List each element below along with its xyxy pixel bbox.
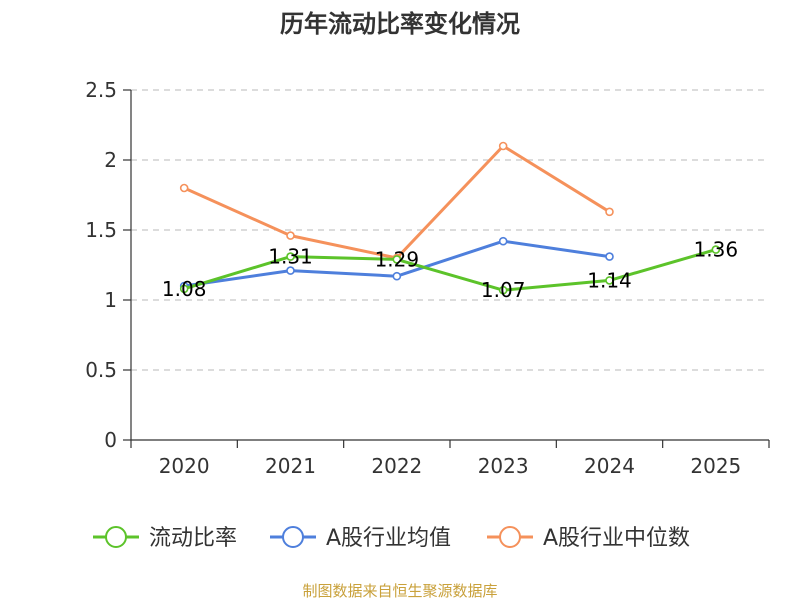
data-point [498,285,508,295]
x-axis-ticks: 2020 2021 2022 2023 2024 2025 [130,440,770,478]
data-labels: 1.08 1.31 1.29 1.07 1.14 1.36 [162,238,738,303]
y-tick-label: 0 [104,428,117,452]
source-note: 制图数据来自恒生聚源数据库 [302,582,497,600]
chart-title: 历年流动比率变化情况 [280,10,520,38]
data-label: 1.14 [587,268,632,292]
data-point [392,271,402,281]
x-tick-label: 2024 [584,454,635,478]
y-tick-label: 0.5 [85,358,117,382]
data-point [605,252,614,261]
grid-lines [131,89,769,371]
legend-label: A股行业均值 [326,526,451,551]
series-1 [179,236,614,291]
data-point [179,183,189,193]
data-point [605,207,614,217]
data-point [286,252,295,261]
data-point [605,276,614,285]
series-line [183,248,717,292]
legend-item-1[interactable]: A股行业均值 [270,526,451,551]
legend-marker [282,526,304,548]
x-tick-label: 2022 [371,454,422,478]
x-tick-label: 2023 [478,454,529,478]
x-tick-label: 2021 [265,454,316,478]
data-point [498,141,508,151]
series-0 [179,245,721,295]
legend-label: A股行业中位数 [543,526,690,551]
y-tick-label: 2.5 [85,78,117,102]
y-tick-label: 1.5 [85,218,117,242]
data-point [711,245,721,254]
data-point [286,266,295,275]
data-point [498,236,508,246]
legend-label: 流动比率 [149,526,237,551]
axes [130,90,769,441]
legend-marker [105,526,127,548]
x-tick-label: 2020 [159,454,210,478]
legend-marker [499,526,521,548]
data-point [286,231,295,240]
data-label: 1.08 [162,277,207,301]
series-group [179,141,721,295]
data-label: 1.36 [694,238,739,262]
data-label: 1.31 [268,245,313,269]
y-tick-label: 2 [104,148,117,172]
data-label: 1.29 [375,247,420,271]
data-point [392,255,402,264]
legend[interactable]: 流动比率 A股行业均值 A股行业中位数 [93,526,690,551]
data-point [179,284,189,294]
data-label: 1.07 [481,278,526,302]
series-line [183,144,611,260]
x-tick-label: 2025 [690,454,741,478]
legend-item-2[interactable]: A股行业中位数 [487,526,690,551]
y-axis-ticks: 0 0.5 1 1.5 2 2.5 [85,78,131,452]
y-tick-label: 1 [104,288,117,312]
legend-item-0[interactable]: 流动比率 [93,526,237,551]
